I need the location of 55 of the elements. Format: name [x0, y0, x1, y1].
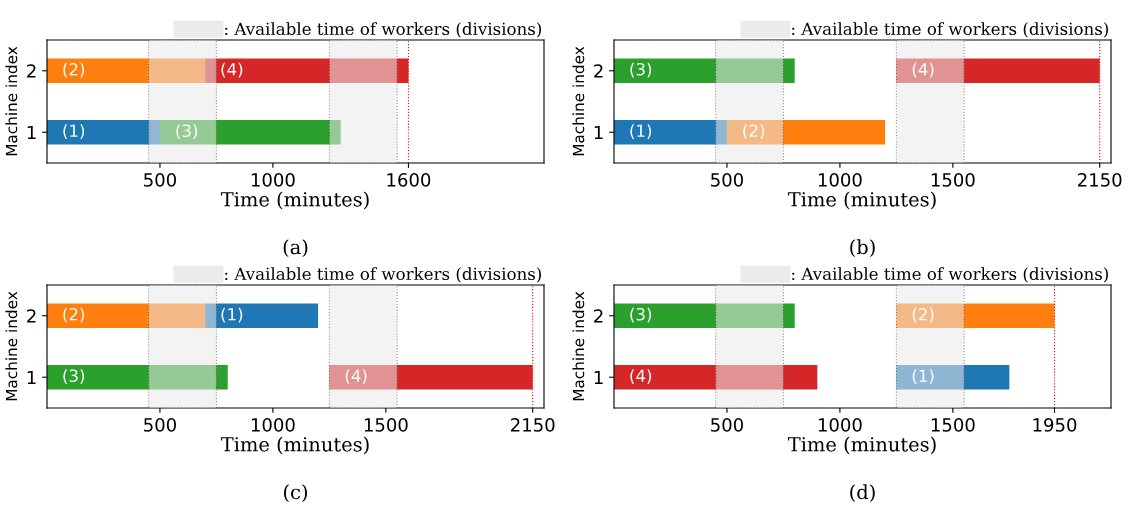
x-tick-label: 500	[711, 173, 743, 187]
x-tick-label: 500	[711, 418, 743, 432]
text: (b)	[850, 239, 875, 258]
x-tick-label: 1000	[818, 418, 862, 432]
band-label: : Available time of workers (divisions)	[225, 22, 542, 38]
x-tick-label: 1000	[251, 173, 295, 187]
x-tick-label: 1500	[364, 418, 408, 432]
band-label: : Available time of workers (divisions)	[792, 267, 1109, 283]
series-label: (2)	[743, 124, 765, 140]
y-axis-title: Machine index	[572, 46, 585, 156]
series-label: (2)	[63, 62, 85, 78]
y-tick-label: 2	[594, 309, 603, 323]
x-axis-title: Time (minutes)	[220, 191, 369, 210]
x-axis-title: Time (minutes)	[220, 436, 369, 455]
series-label: (1)	[630, 124, 652, 140]
x-axis-title: Time (minutes)	[787, 191, 936, 210]
x-axis-title: Time (minutes)	[787, 436, 936, 455]
series-label: (4)	[221, 62, 243, 78]
x-tick-label: 500	[144, 418, 176, 432]
y-tick-label: 1	[594, 370, 603, 385]
y-tick-label: 1	[27, 370, 36, 385]
x-tick-label: 1000	[251, 418, 295, 432]
x-tick-label: 2150	[511, 418, 555, 432]
y-axis-title: Machine index	[5, 291, 18, 401]
series-label: (3)	[176, 124, 198, 140]
x-tick-label: 1000	[818, 173, 862, 187]
band-label: : Available time of workers (divisions)	[792, 22, 1109, 38]
series-label: (1)	[221, 307, 243, 323]
x-tick-label: 1500	[931, 418, 975, 432]
text: (a)	[283, 239, 308, 258]
text: (c)	[284, 484, 307, 503]
y-axis-title: Machine index	[572, 291, 585, 401]
series-label: (4)	[630, 369, 652, 385]
x-tick-label: 1950	[1033, 418, 1077, 432]
y-tick-label: 2	[27, 309, 36, 323]
series-label: (4)	[345, 369, 367, 385]
y-axis-title: Machine index	[5, 46, 18, 156]
series-label: (4)	[912, 62, 934, 78]
x-tick-label: 1600	[387, 173, 431, 187]
y-tick-label: 1	[594, 125, 603, 140]
series-label: (1)	[63, 124, 85, 140]
series-label: (2)	[63, 307, 85, 323]
y-tick-label: 2	[27, 64, 36, 78]
series-label: (3)	[630, 62, 652, 78]
y-tick-label: 1	[27, 125, 36, 140]
series-label: (3)	[63, 369, 85, 385]
text: (d)	[850, 484, 875, 503]
x-tick-label: 500	[144, 173, 176, 187]
series-label: (1)	[912, 369, 934, 385]
x-tick-label: 2150	[1078, 173, 1122, 187]
series-label: (3)	[630, 307, 652, 323]
series-label: (2)	[912, 307, 934, 323]
y-tick-label: 2	[594, 64, 603, 78]
band-label: : Available time of workers (divisions)	[225, 267, 542, 283]
x-tick-label: 1500	[931, 173, 975, 187]
